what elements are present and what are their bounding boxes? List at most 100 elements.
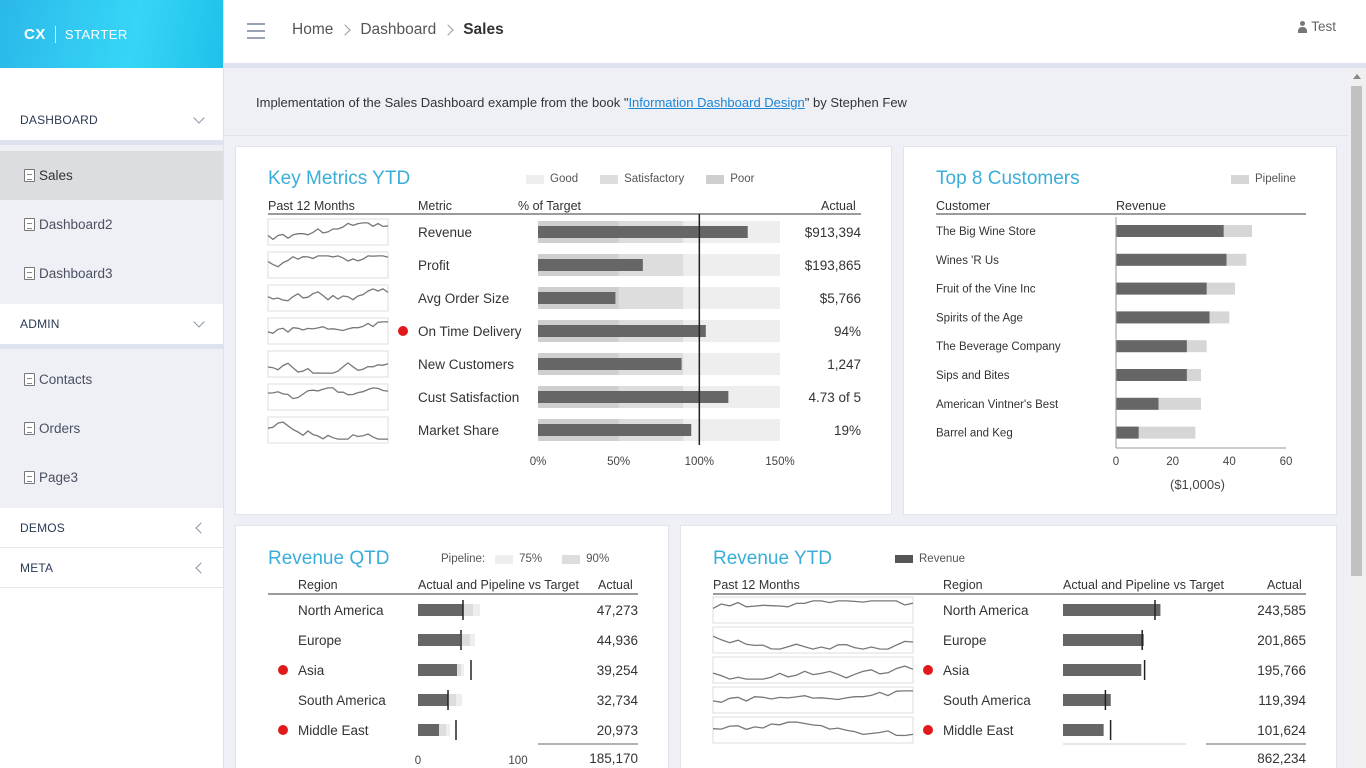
revenue-bar: [1116, 369, 1187, 381]
nav-section-dashboard[interactable]: DASHBOARD: [0, 100, 223, 140]
nav-section-demos[interactable]: DEMOS: [0, 508, 223, 548]
metric-actual: $193,865: [805, 258, 861, 273]
book-link[interactable]: Information Dashboard Design: [628, 95, 805, 110]
region-actual: 119,394: [1258, 693, 1306, 708]
region-label: Asia: [298, 663, 325, 678]
file-icon: [24, 373, 35, 386]
actual-bar: [418, 724, 439, 736]
region-actual: 243,585: [1257, 603, 1306, 618]
sparkline: [267, 222, 389, 241]
sparkline: [267, 255, 389, 268]
revenue-qtd-chart: North America 47,273 Europe 44,936 Asia 39,25…: [278, 600, 638, 767]
customer-name: Sips and Bites: [936, 370, 1010, 382]
alert-dot: [278, 665, 288, 675]
metric-label: On Time Delivery: [418, 324, 522, 339]
metric-label: Cust Satisfaction: [418, 390, 519, 405]
file-icon: [24, 267, 35, 280]
brand-logo[interactable]: CX STARTER: [0, 0, 223, 68]
metric-bar: [538, 424, 692, 436]
col-header-revenue: Revenue: [1116, 199, 1167, 213]
hamburger-menu-icon[interactable]: [247, 23, 265, 39]
metric-bar: [538, 391, 729, 403]
sidebar-item-label: Contacts: [39, 372, 93, 387]
metric-actual: 94%: [834, 324, 861, 339]
chevron-left-icon: [193, 562, 205, 574]
user-name: Test: [1311, 19, 1336, 34]
alert-dot: [923, 665, 933, 675]
legend-swatch-90: [562, 554, 581, 564]
region-actual: 44,936: [597, 633, 638, 648]
user-menu[interactable]: Test: [1298, 19, 1336, 34]
nav-section-label: META: [20, 560, 54, 575]
col-header-spark: Past 12 Months: [268, 199, 355, 213]
sparkline-frame: [712, 626, 914, 654]
scroll-thumb[interactable]: [1351, 86, 1362, 576]
col-header-actual: Actual: [1267, 578, 1302, 592]
chevron-right-icon: [442, 24, 454, 36]
metric-label: Revenue: [418, 225, 472, 240]
file-icon: [24, 471, 35, 484]
header-rule: [268, 593, 638, 595]
sidebar-item-orders[interactable]: Orders: [0, 404, 223, 453]
actual-bar: [1063, 604, 1161, 616]
panel-title: Key Metrics YTD: [268, 168, 411, 189]
metric-actual: 4.73 of 5: [808, 390, 861, 405]
metric-label: Avg Order Size: [418, 291, 509, 306]
region-actual: 195,766: [1257, 663, 1306, 678]
revenue-bar: [1116, 225, 1224, 237]
legend-label: Good: [550, 173, 579, 185]
sparkline: [712, 721, 914, 737]
brand-name: STARTER: [64, 26, 128, 42]
customer-name: Spirits of the Age: [936, 312, 1023, 324]
scroll-up-icon[interactable]: [1353, 74, 1361, 79]
sidebar-item-label: Dashboard2: [39, 217, 113, 232]
file-icon: [24, 218, 35, 231]
revenue-bar: [1116, 253, 1227, 266]
sparkline-frame: [712, 716, 914, 744]
sparkline-frame: [712, 686, 914, 714]
brand-cx: CX: [24, 25, 56, 43]
sidebar-item-page3[interactable]: Page3: [0, 453, 223, 502]
nav-section-meta[interactable]: META: [0, 548, 223, 588]
file-icon: [24, 169, 35, 182]
axis-tick-label: 150%: [765, 456, 794, 468]
col-header-pct: % of Target: [518, 199, 582, 213]
nav-group-admin: Contacts Orders Page3: [0, 344, 223, 508]
nav-section-admin[interactable]: ADMIN: [0, 304, 223, 344]
metric-bar: [538, 325, 706, 337]
actual-bar: [1063, 694, 1111, 706]
axis-tick-label: 50%: [607, 456, 630, 468]
region-actual: 201,865: [1257, 633, 1306, 648]
sidebar-item-sales[interactable]: Sales: [0, 151, 223, 200]
top-customers-chart: The Big Wine Store Wines 'R Us Fruit of th…: [936, 217, 1292, 468]
nav-section-label: DASHBOARD: [20, 113, 98, 127]
sidebar: CX STARTER DASHBOARD Sales Dashboard2 Da…: [0, 0, 224, 768]
metric-label: New Customers: [418, 357, 514, 372]
actual-bar: [1063, 664, 1142, 676]
sparkline: [267, 421, 388, 440]
revenue-bar: [1116, 282, 1207, 295]
breadcrumb-home[interactable]: Home: [292, 21, 334, 38]
metric-bar: [538, 292, 616, 304]
sidebar-item-contacts[interactable]: Contacts: [0, 355, 223, 404]
sparkline-frame: [712, 596, 914, 624]
region-label: Middle East: [943, 723, 1014, 738]
sparkline-frame: [267, 416, 389, 444]
panel-revenue-ytd: Revenue YTD Revenue Past 12 Months Regio…: [680, 525, 1337, 768]
revenue-bar: [1116, 426, 1139, 439]
sidebar-item-dashboard3[interactable]: Dashboard3: [0, 249, 223, 298]
customer-name: Barrel and Keg: [936, 428, 1013, 440]
region-label: South America: [943, 693, 1031, 708]
legend-label: Revenue: [919, 553, 966, 565]
legend-label: Pipeline:: [441, 553, 486, 565]
metric-actual: $5,766: [820, 291, 861, 306]
metric-actual: $913,394: [805, 225, 862, 240]
legend-label: Poor: [730, 173, 755, 185]
chevron-down-icon: [193, 318, 205, 330]
breadcrumb-dashboard[interactable]: Dashboard: [360, 21, 437, 38]
sidebar-item-dashboard2[interactable]: Dashboard2: [0, 200, 223, 249]
actual-bar: [1063, 724, 1104, 736]
scrollbar[interactable]: [1348, 68, 1366, 768]
legend-swatch-satisfactory: [600, 174, 619, 184]
header-rule: [268, 213, 861, 215]
